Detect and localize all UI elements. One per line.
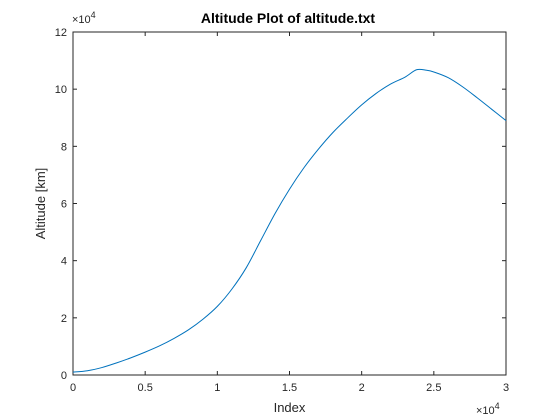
x-tick-label: 0.5	[138, 382, 153, 394]
x-tick-label: 2	[359, 382, 365, 394]
y-tick-label: 4	[61, 256, 67, 268]
y-axis: 0 2 4 6 8 10 12	[55, 27, 506, 382]
y-tick-label: 6	[61, 199, 67, 211]
x-tick-label: 3	[503, 382, 509, 394]
y-tick-label: 2	[61, 313, 67, 325]
y-axis-label: Altitude [km]	[33, 168, 48, 240]
y-tick-label: 0	[61, 370, 67, 382]
y-tick-label: 12	[55, 27, 67, 39]
x-exponent-power: 4	[495, 401, 500, 411]
chart-title: Altitude Plot of altitude.txt	[201, 10, 376, 26]
x-exponent-base: ×10	[476, 405, 495, 417]
x-exponent-label: ×104	[476, 401, 500, 417]
x-tick-label: 2.5	[426, 382, 441, 394]
x-axis-label: Index	[274, 400, 306, 415]
altitude-series-line	[72, 68, 507, 373]
y-tick-label: 8	[61, 141, 67, 153]
x-tick-label: 0	[70, 382, 76, 394]
x-tick-label: 1	[214, 382, 220, 394]
y-exponent-base: ×10	[72, 14, 91, 26]
x-tick-label: 1.5	[282, 382, 297, 394]
y-tick-label: 10	[55, 84, 67, 96]
plot-area-frame	[72, 31, 507, 376]
x-axis: 0 0.5 1 1.5 2 2.5 3	[70, 32, 509, 394]
y-exponent-power: 4	[91, 10, 96, 20]
y-exponent-label: ×104	[72, 10, 96, 26]
